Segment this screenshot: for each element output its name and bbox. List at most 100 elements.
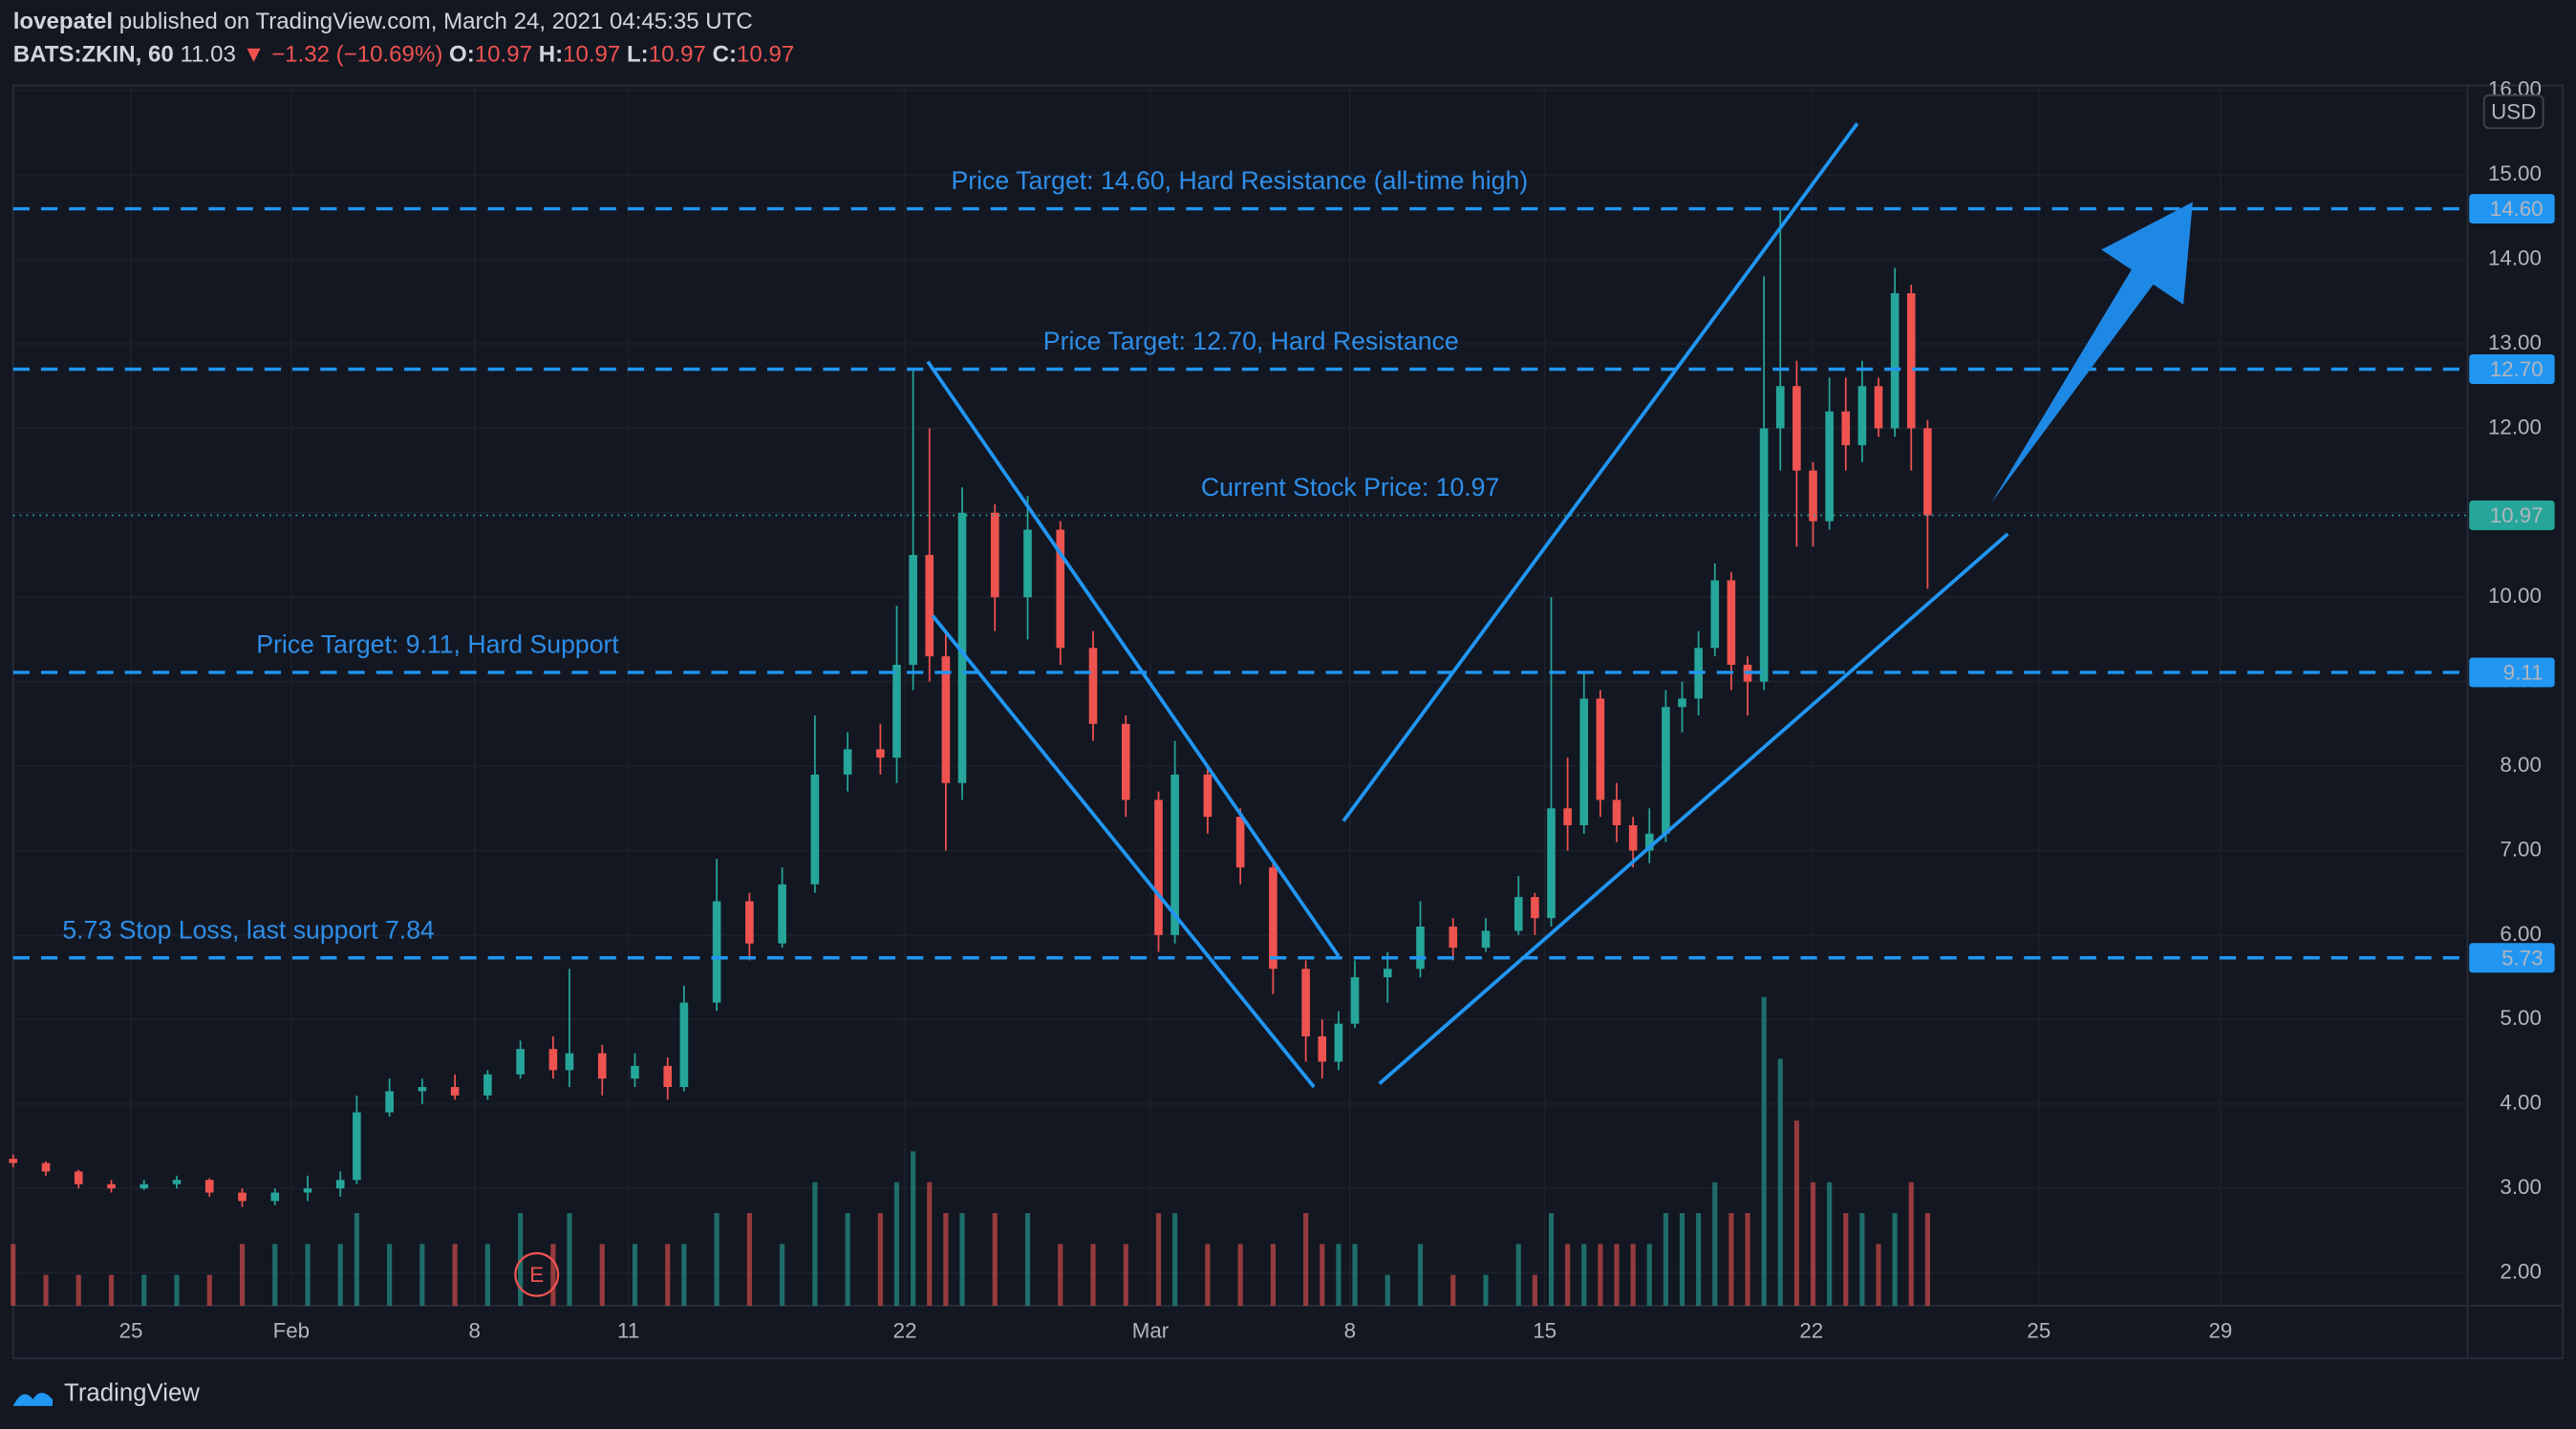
trendline [1378,532,2009,1085]
candle-body [1775,386,1785,429]
candle-body [1449,927,1458,949]
candle-body [1825,411,1834,522]
price-label: 9.11 [2503,661,2544,685]
author: lovepatel [13,9,113,34]
candle-body [1710,580,1720,649]
candle-body [745,901,754,944]
y-tick-label: 13.00 [2488,331,2542,354]
currency-box [2482,94,2544,130]
candle-body [1628,824,1638,851]
x-tick-label: 22 [1799,1318,1823,1342]
y-tick-label: 7.00 [2500,837,2542,861]
candle-body [1154,800,1163,935]
symbol: BATS:ZKIN, 60 [13,42,174,68]
volume-bar [911,1151,916,1306]
volume-bar [1924,1213,1930,1306]
earnings-marker [514,1251,560,1297]
volume-bar [1024,1213,1031,1306]
candle-body [1056,529,1065,649]
candle-body [1644,833,1654,851]
candle-body [303,1188,312,1193]
candle-body [957,512,967,783]
candle-body [876,749,885,758]
candle-body [990,512,999,598]
candle-body [1727,580,1736,665]
candle-body [1235,817,1245,868]
h-value: 10.97 [563,42,620,68]
volume-bar [272,1244,278,1306]
candle-body [548,1049,558,1071]
volume-bar [1090,1244,1096,1306]
l-label: L: [627,42,649,68]
candle-body [712,901,721,1003]
volume-bar [1352,1244,1358,1306]
candle-body [1301,969,1310,1036]
candle-body [1809,470,1817,522]
candle-body [450,1087,460,1096]
volume-bar [1810,1182,1816,1306]
brand-logo: TradingView [12,1380,200,1407]
y-tick-label: 2.00 [2500,1259,2542,1283]
volume-bar [1417,1244,1424,1306]
volume-bar [1793,1120,1799,1306]
volume-bar [1598,1244,1603,1306]
c-label: C: [713,42,737,68]
volume-bar [959,1213,965,1306]
y-tick-label: 5.00 [2500,1006,2542,1030]
candle-body [892,664,901,758]
candle-body [1857,386,1867,446]
volume-bar [550,1244,556,1306]
h-label: H: [539,42,563,68]
candle-body [1088,648,1098,724]
volume-bar [1548,1213,1555,1306]
volume-bar [1827,1182,1833,1306]
volume-bar [484,1244,490,1306]
candle-body [335,1180,345,1189]
candle-body [140,1184,149,1189]
candle-body [1383,969,1392,978]
legend: BATS:ZKIN, 60 11.03 ▼ −1.32 (−10.69%) O:… [13,42,794,68]
volume-bar [1892,1213,1898,1306]
candle-body [74,1171,83,1184]
candle-body [172,1180,182,1184]
volume-bar [108,1274,115,1306]
volume-bar [1123,1244,1128,1306]
x-tick-label: 8 [468,1318,480,1342]
candle-body [941,656,951,783]
y-tick-label: 12.00 [2488,415,2542,438]
candle-body [516,1049,525,1075]
volume-bar [1646,1244,1652,1306]
volume-bar [1155,1213,1162,1306]
candle-body [270,1192,280,1202]
volume-bar [1843,1213,1849,1306]
y-tick-label: 4.00 [2500,1091,2542,1115]
candle-body [810,774,820,885]
candle-body [909,555,917,665]
candle-body [41,1162,51,1172]
level-annotation: Current Stock Price: 10.97 [1201,473,1499,501]
volume-bar [1483,1274,1489,1306]
candle-body [679,1002,689,1088]
x-tick-label: Feb [273,1318,311,1342]
price-label-box [2469,194,2555,224]
candle-body [418,1087,427,1092]
candle-body [1890,292,1900,429]
volume-bar [305,1244,311,1306]
price-label: 14.60 [2490,197,2544,221]
logo-icon [12,1393,54,1406]
volume-bar [11,1244,16,1306]
volume-bar [1581,1244,1587,1306]
candle-body [204,1180,214,1193]
volume-bar [1614,1244,1620,1306]
candle-body [1416,927,1425,970]
volume-bar [75,1274,81,1306]
candle-body [1318,1035,1327,1062]
candle-body [1596,698,1605,800]
level-annotation: Price Target: 14.60, Hard Resistance (al… [952,166,1529,195]
y-tick-label: 8.00 [2500,753,2542,777]
volume-bar [354,1213,359,1306]
candle-body [1579,698,1589,825]
volume-bar [1630,1244,1636,1306]
candle-body [238,1192,247,1202]
